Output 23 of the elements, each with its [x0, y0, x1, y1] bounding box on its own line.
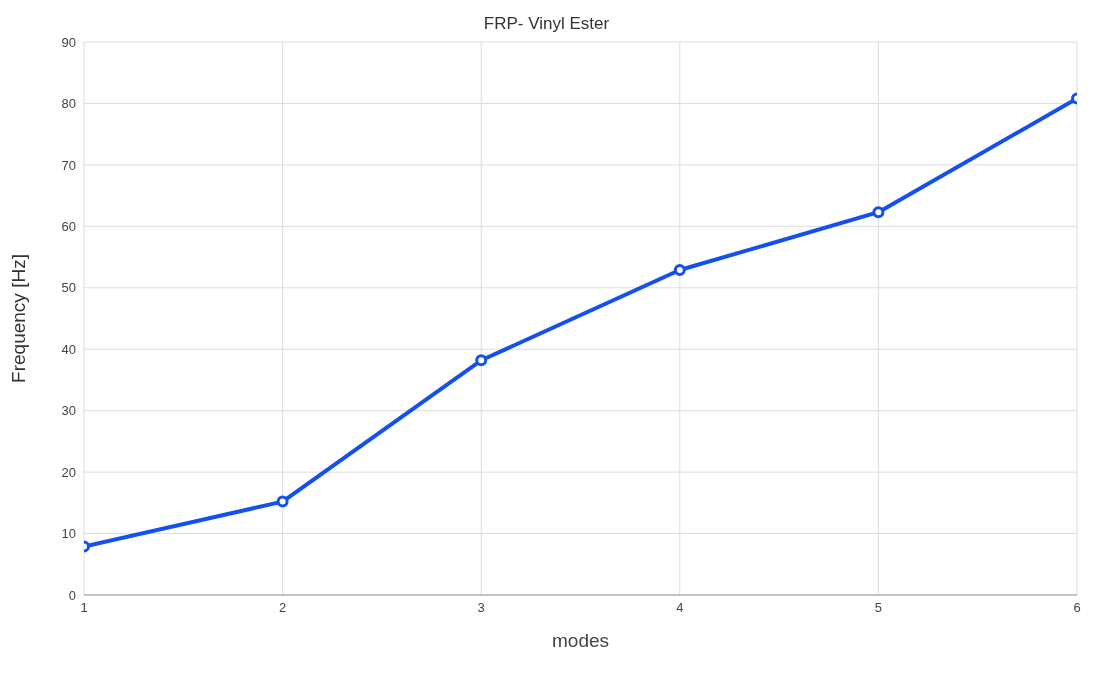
x-tick-label: 4 — [676, 600, 684, 616]
y-tick-label: 20 — [61, 464, 76, 480]
y-tick-label: 50 — [61, 280, 76, 296]
x-tick-label: 6 — [1073, 600, 1081, 616]
point — [276, 495, 289, 508]
x-tick-label: 2 — [278, 600, 287, 616]
y-tick-label: 30 — [61, 403, 76, 419]
y-tick-label: 60 — [61, 218, 76, 234]
y-tick-label: 80 — [61, 96, 76, 112]
x-axis-title: modes — [551, 630, 610, 651]
x-tick-label: 5 — [874, 600, 883, 616]
y-axis-title: Frequency [Hz] — [7, 254, 29, 383]
y-tick-label: 70 — [61, 157, 76, 173]
y-tick-label: 40 — [61, 341, 76, 357]
y-tick-label: 0 — [68, 587, 76, 603]
point — [872, 206, 885, 219]
y-tick-label: 90 — [61, 34, 76, 50]
x-tick-label: 3 — [477, 600, 485, 616]
x-tick-label: 1 — [80, 600, 88, 616]
point — [475, 354, 488, 367]
point — [673, 263, 686, 276]
y-tick-label: 10 — [61, 526, 76, 542]
chart-title: FRP- Vinyl Ester — [482, 14, 611, 34]
